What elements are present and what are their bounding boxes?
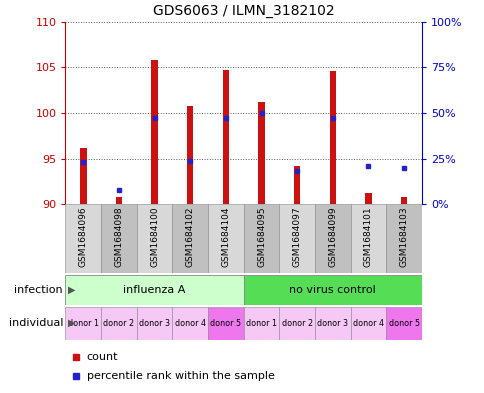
Bar — [243, 204, 279, 273]
Bar — [208, 204, 243, 273]
Bar — [136, 307, 172, 340]
Text: donor 3: donor 3 — [317, 319, 348, 328]
Text: donor 5: donor 5 — [388, 319, 419, 328]
Bar — [208, 307, 243, 340]
Text: donor 3: donor 3 — [139, 319, 170, 328]
Text: GSM1684095: GSM1684095 — [257, 206, 266, 267]
Text: ▶: ▶ — [68, 318, 75, 328]
Text: GSM1684099: GSM1684099 — [328, 206, 337, 267]
Text: GSM1684104: GSM1684104 — [221, 206, 230, 267]
Bar — [385, 204, 421, 273]
Bar — [172, 307, 208, 340]
Bar — [293, 166, 300, 204]
Bar — [385, 307, 421, 340]
Bar — [101, 204, 136, 273]
Text: GSM1684102: GSM1684102 — [185, 206, 195, 267]
Text: donor 4: donor 4 — [174, 319, 205, 328]
Bar — [329, 71, 335, 204]
Text: donor 2: donor 2 — [103, 319, 134, 328]
Bar — [400, 197, 407, 204]
Text: donor 1: donor 1 — [245, 319, 276, 328]
Bar — [314, 204, 350, 273]
Text: donor 4: donor 4 — [352, 319, 383, 328]
Text: infection: infection — [15, 285, 63, 295]
Title: GDS6063 / ILMN_3182102: GDS6063 / ILMN_3182102 — [152, 4, 334, 18]
Text: ▶: ▶ — [68, 285, 75, 295]
Text: GSM1684098: GSM1684098 — [114, 206, 123, 267]
Bar — [364, 193, 371, 204]
Text: GSM1684096: GSM1684096 — [78, 206, 88, 267]
Bar — [314, 307, 350, 340]
Text: GSM1684097: GSM1684097 — [292, 206, 301, 267]
Bar — [258, 102, 264, 204]
Bar — [65, 275, 243, 305]
Text: no virus control: no virus control — [289, 285, 376, 295]
Text: influenza A: influenza A — [123, 285, 185, 295]
Text: individual: individual — [9, 318, 63, 328]
Bar — [65, 307, 101, 340]
Text: GSM1684100: GSM1684100 — [150, 206, 159, 267]
Bar — [243, 275, 421, 305]
Bar — [65, 204, 101, 273]
Text: donor 2: donor 2 — [281, 319, 312, 328]
Bar — [350, 204, 385, 273]
Text: count: count — [87, 351, 118, 362]
Bar — [101, 307, 136, 340]
Bar — [136, 204, 172, 273]
Bar — [151, 60, 157, 204]
Text: donor 1: donor 1 — [68, 319, 99, 328]
Text: donor 5: donor 5 — [210, 319, 241, 328]
Bar — [80, 148, 86, 204]
Bar — [222, 70, 228, 204]
Text: percentile rank within the sample: percentile rank within the sample — [87, 371, 274, 382]
Bar — [187, 106, 193, 204]
Text: GSM1684103: GSM1684103 — [399, 206, 408, 267]
Bar — [279, 307, 314, 340]
Bar — [350, 307, 385, 340]
Text: GSM1684101: GSM1684101 — [363, 206, 372, 267]
Bar — [116, 197, 122, 204]
Bar — [243, 307, 279, 340]
Bar — [172, 204, 208, 273]
Bar — [279, 204, 314, 273]
